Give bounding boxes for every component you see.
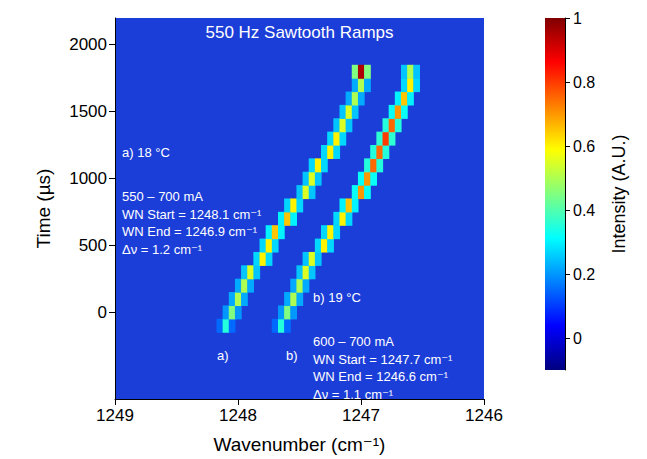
svg-text:WN Start = 1247.7 cm⁻¹: WN Start = 1247.7 cm⁻¹ [313,352,453,367]
svg-text:Δν = 1.2 cm⁻¹: Δν = 1.2 cm⁻¹ [122,242,203,257]
svg-text:WN End = 1246.6 cm⁻¹: WN End = 1246.6 cm⁻¹ [313,369,449,384]
svg-text:0.6: 0.6 [573,138,595,155]
svg-text:550 – 700 mA: 550 – 700 mA [122,189,203,204]
svg-text:1248: 1248 [219,406,257,425]
svg-text:2000: 2000 [69,35,107,54]
svg-text:550 Hz Sawtooth Ramps: 550 Hz Sawtooth Ramps [205,23,393,42]
svg-text:1500: 1500 [69,102,107,121]
svg-text:b) 19 °C: b) 19 °C [313,290,361,305]
svg-text:0: 0 [98,303,107,322]
svg-text:a): a) [217,348,229,363]
svg-text:1000: 1000 [69,169,107,188]
svg-text:0.4: 0.4 [573,202,595,219]
svg-text:1246: 1246 [465,406,503,425]
svg-text:WN Start = 1248.1 cm⁻¹: WN Start = 1248.1 cm⁻¹ [122,207,262,222]
svg-text:WN End = 1246.9 cm⁻¹: WN End = 1246.9 cm⁻¹ [122,224,258,239]
svg-text:a) 18 °C: a) 18 °C [122,145,170,160]
svg-text:Wavenumber (cm⁻¹): Wavenumber (cm⁻¹) [214,434,386,455]
svg-text:600 – 700 mA: 600 – 700 mA [313,334,394,349]
svg-text:1249: 1249 [96,406,134,425]
svg-text:500: 500 [79,236,107,255]
svg-text:b): b) [286,348,298,363]
svg-text:0.8: 0.8 [573,74,595,91]
svg-text:Time (µs): Time (µs) [33,169,54,249]
svg-text:1247: 1247 [342,406,380,425]
svg-text:0.2: 0.2 [573,266,595,283]
svg-text:Intensity (A.U.): Intensity (A.U.) [609,134,629,253]
svg-text:Δν = 1.1 cm⁻¹: Δν = 1.1 cm⁻¹ [313,387,394,402]
svg-text:1: 1 [573,10,582,27]
svg-text:0: 0 [573,330,582,347]
